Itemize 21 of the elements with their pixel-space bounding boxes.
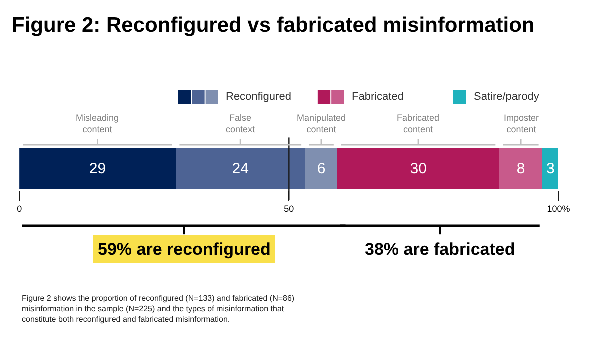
series-label: Manipulated content [297, 113, 346, 135]
data-label: 24 [232, 160, 249, 178]
series-label: Imposter content [504, 113, 540, 135]
series-label: False context [226, 113, 256, 135]
data-label: 30 [410, 160, 427, 178]
x-tick-label: 50 [284, 204, 294, 214]
text: Reconfigured [226, 91, 292, 103]
x-tick-label: 0 [17, 204, 22, 214]
caption: Figure 2 shows the proportion of reconfigured (N=133) and fabricated (N=86) misinformation in the sample (N=225) and the types of misinformation that constitute both reconfigured and fabricated misinformation. [22, 294, 295, 324]
data-label: 29 [89, 160, 106, 178]
chart-title: Figure 2: Reconfigured vs fabricated misinformation [12, 14, 535, 37]
series-label: Fabricated content [397, 113, 440, 135]
series-label: Misleading content [76, 113, 120, 135]
data-label: 8 [516, 160, 526, 178]
x-tick-label: 100% [547, 204, 570, 214]
data-label: 6 [317, 160, 326, 178]
legend-label: Satire/parody [474, 91, 540, 103]
text: 59% are reconfigured [98, 240, 271, 259]
data-label: 3 [546, 160, 555, 178]
text: Fabricated [352, 91, 404, 103]
text: 38% are fabricated [365, 240, 516, 259]
